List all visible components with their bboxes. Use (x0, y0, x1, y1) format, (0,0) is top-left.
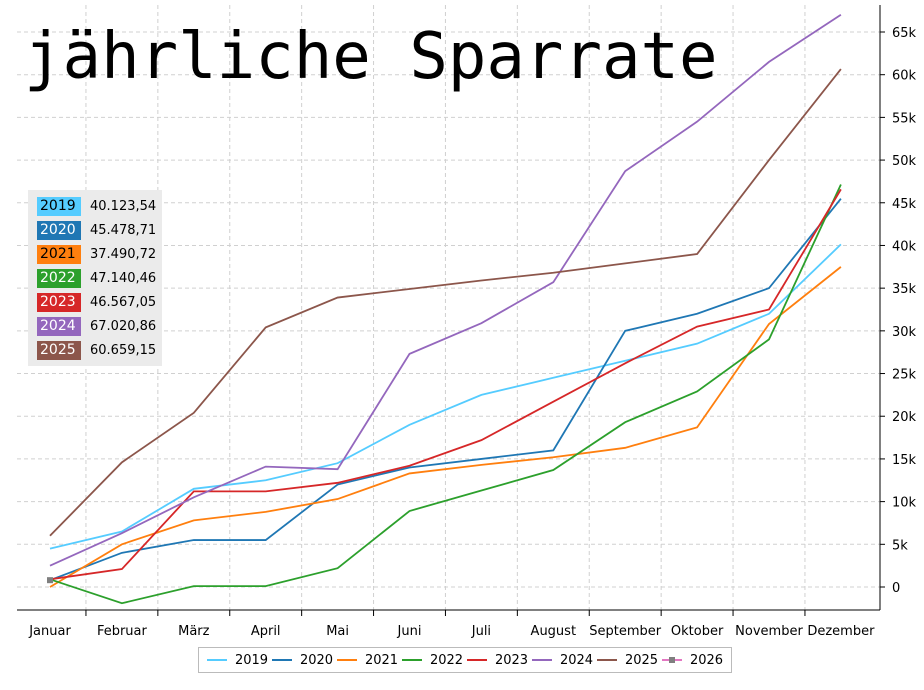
y-tick-label: 45k (892, 197, 917, 212)
total-row: 2024 67.020,86 (28, 314, 162, 338)
series-line-2020 (49, 198, 842, 582)
series-line-2022 (49, 184, 842, 605)
x-tick-label: Oktober (671, 624, 724, 639)
legend-item: 2025 (596, 652, 659, 668)
legend-label: 2026 (689, 652, 724, 668)
x-tick-label: Dezember (807, 624, 875, 639)
x-tick-label: September (589, 624, 662, 639)
legend-label: 2023 (494, 652, 529, 668)
legend-item: 2020 (271, 652, 334, 668)
total-row: 2023 46.567,05 (28, 290, 162, 314)
x-tick-label: April (251, 624, 281, 639)
y-tick-label: 15k (892, 453, 917, 468)
year-swatch: 2023 (37, 292, 81, 312)
data-point-2026 (47, 577, 53, 584)
y-tick-label: 50k (892, 154, 917, 169)
x-tick-label: Februar (97, 624, 148, 639)
year-swatch: 2024 (37, 316, 81, 336)
legend-swatch (661, 657, 682, 663)
legend-item: 2024 (531, 652, 594, 668)
year-swatch: 2020 (37, 220, 81, 240)
chart-title: jährliche Sparrate (24, 20, 718, 94)
legend-item: 2021 (336, 652, 399, 668)
legend-swatch (531, 659, 552, 661)
total-row: 2022 47.140,46 (28, 266, 162, 290)
legend-item: 2019 (206, 652, 269, 668)
x-tick-label: Januar (28, 624, 71, 639)
series-line-2021 (49, 266, 842, 588)
year-swatch: 2021 (37, 244, 81, 264)
legend: 2019 2020 2021 2022 2023 2024 2025 2026 (198, 647, 732, 673)
y-tick-label: 35k (892, 282, 917, 297)
total-row: 2019 40.123,54 (28, 194, 162, 218)
y-tick-label: 60k (892, 69, 917, 84)
total-value: 60.659,15 (90, 342, 157, 358)
legend-item: 2022 (401, 652, 464, 668)
year-swatch: 2022 (37, 268, 81, 288)
legend-label: 2021 (364, 652, 399, 668)
total-row: 2020 45.478,71 (28, 218, 162, 242)
total-value: 40.123,54 (90, 198, 157, 214)
y-tick-label: 10k (892, 496, 917, 511)
y-tick-label: 40k (892, 239, 917, 254)
legend-label: 2025 (624, 652, 659, 668)
y-tick-label: 25k (892, 368, 917, 383)
legend-swatch (596, 659, 617, 661)
legend-item: 2023 (466, 652, 529, 668)
y-tick-label: 5k (892, 538, 908, 553)
totals-box: 2019 40.123,54 2020 45.478,71 2021 37.490,72 2… (28, 190, 162, 366)
y-tick-label: 65k (892, 26, 917, 41)
y-tick-label: 0 (892, 581, 900, 596)
y-tick-label: 30k (892, 325, 917, 340)
x-tick-label: Mai (326, 624, 349, 639)
x-tick-label: Juli (471, 624, 491, 639)
series-line-2025 (49, 68, 842, 537)
total-value: 47.140,46 (90, 270, 157, 286)
year-swatch: 2019 (37, 196, 81, 216)
total-value: 46.567,05 (90, 294, 157, 310)
legend-label: 2019 (234, 652, 269, 668)
total-row: 2021 37.490,72 (28, 242, 162, 266)
legend-swatch (336, 659, 357, 661)
legend-swatch (206, 659, 227, 661)
legend-swatch (271, 659, 292, 661)
x-tick-label: März (178, 624, 210, 639)
x-tick-label: November (735, 624, 803, 639)
year-swatch: 2025 (37, 340, 81, 360)
x-tick-label: Juni (397, 624, 422, 639)
total-value: 67.020,86 (90, 318, 157, 334)
y-tick-label: 20k (892, 410, 917, 425)
total-value: 45.478,71 (90, 222, 157, 238)
y-tick-label: 55k (892, 111, 917, 126)
legend-label: 2022 (429, 652, 464, 668)
total-row: 2025 60.659,15 (28, 338, 162, 362)
series-line-2019 (49, 243, 842, 550)
legend-item: 2026 (661, 652, 724, 668)
legend-swatch (466, 659, 487, 661)
legend-swatch (401, 659, 422, 661)
legend-label: 2020 (299, 652, 334, 668)
series-line-2024 (49, 13, 842, 567)
legend-label: 2024 (559, 652, 594, 668)
total-value: 37.490,72 (90, 246, 157, 262)
x-tick-label: August (531, 624, 577, 639)
